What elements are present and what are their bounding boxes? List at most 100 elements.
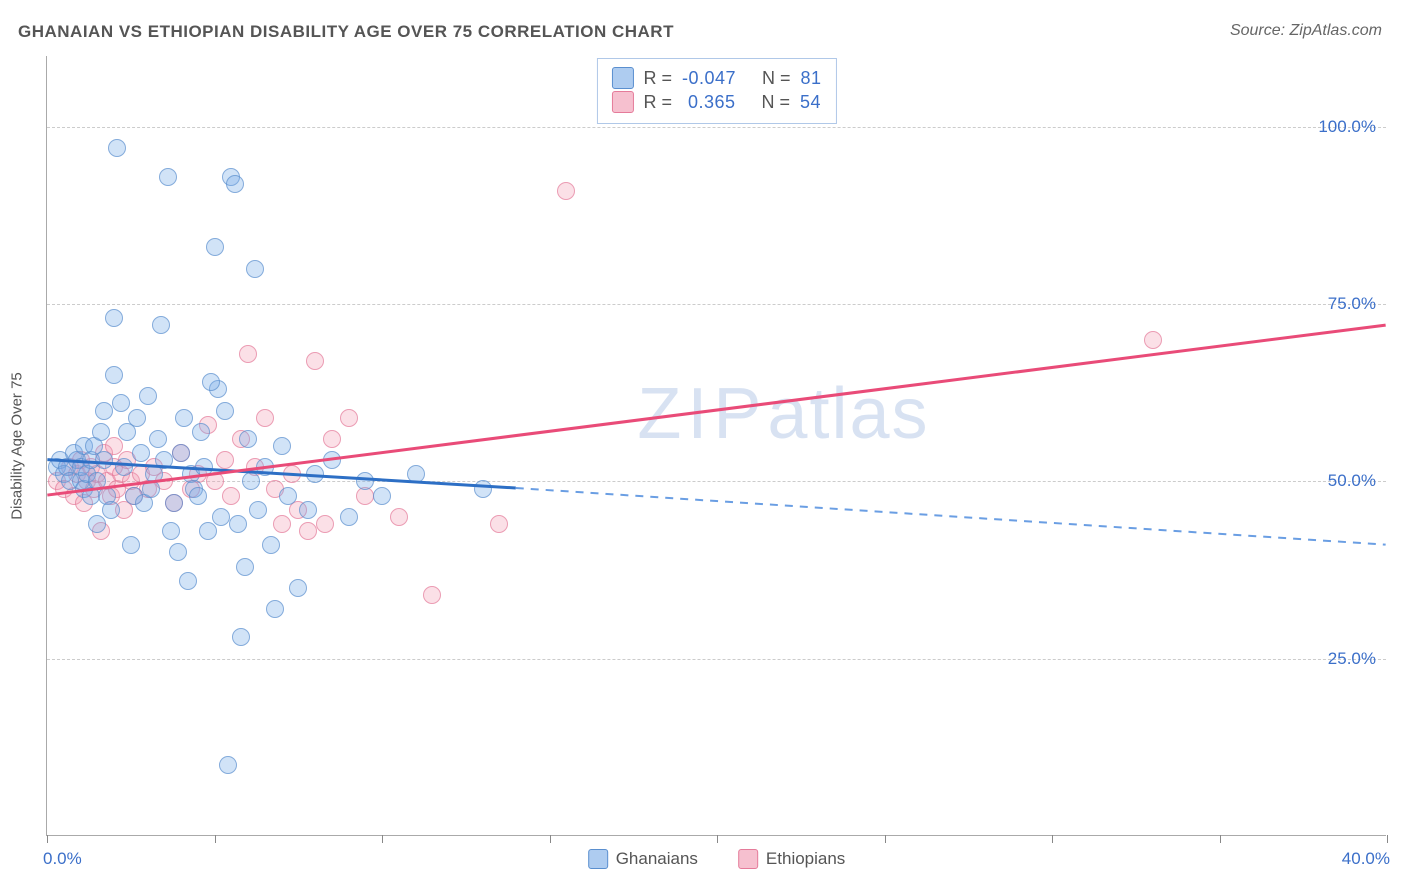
x-tick (550, 835, 551, 843)
scatter-point-blue (155, 451, 173, 469)
scatter-point-blue (95, 402, 113, 420)
scatter-point-blue (139, 387, 157, 405)
legend-r-label-2: R = (643, 92, 672, 113)
x-tick (47, 835, 48, 843)
scatter-point-blue (242, 472, 260, 490)
scatter-point-blue (202, 373, 220, 391)
bottom-label-blue: Ghanaians (616, 849, 698, 869)
y-tick-label: 50.0% (1328, 471, 1376, 491)
scatter-point-blue (195, 458, 213, 476)
x-max-label: 40.0% (1342, 849, 1390, 869)
scatter-point-pink (283, 465, 301, 483)
legend-r-label: R = (643, 68, 672, 89)
trendline (516, 488, 1386, 545)
x-tick (1220, 835, 1221, 843)
scatter-point-blue (92, 423, 110, 441)
scatter-point-blue (132, 444, 150, 462)
scatter-point-blue (262, 536, 280, 554)
scatter-point-pink (256, 409, 274, 427)
scatter-point-blue (249, 501, 267, 519)
scatter-point-blue (219, 756, 237, 774)
scatter-point-blue (162, 522, 180, 540)
scatter-point-pink (557, 182, 575, 200)
scatter-point-blue (105, 309, 123, 327)
scatter-point-pink (490, 515, 508, 533)
scatter-point-pink (423, 586, 441, 604)
legend-box: R = -0.047 N = 81 R = 0.365 N = 54 (596, 58, 836, 124)
x-tick (1387, 835, 1388, 843)
scatter-point-blue (246, 260, 264, 278)
scatter-point-blue (88, 515, 106, 533)
legend-blue-r: -0.047 (682, 68, 736, 89)
watermark-atlas: atlas (767, 374, 929, 454)
gridline (47, 127, 1386, 128)
legend-n-label-2: N = (762, 92, 791, 113)
watermark-zip: ZIP (637, 374, 767, 454)
scatter-point-pink (340, 409, 358, 427)
scatter-point-blue (256, 458, 274, 476)
scatter-point-blue (192, 423, 210, 441)
scatter-point-pink (239, 345, 257, 363)
x-tick (382, 835, 383, 843)
scatter-point-pink (222, 487, 240, 505)
chart-title: GHANAIAN VS ETHIOPIAN DISABILITY AGE OVE… (18, 22, 674, 42)
source-label: Source: ZipAtlas.com (1230, 22, 1382, 40)
scatter-point-pink (323, 430, 341, 448)
legend-blue-n: 81 (801, 68, 822, 89)
scatter-point-pink (216, 451, 234, 469)
watermark: ZIPatlas (637, 373, 929, 455)
scatter-point-blue (199, 522, 217, 540)
scatter-point-pink (273, 515, 291, 533)
scatter-point-blue (102, 501, 120, 519)
scatter-point-blue (179, 572, 197, 590)
scatter-point-pink (390, 508, 408, 526)
scatter-point-pink (299, 522, 317, 540)
scatter-point-blue (279, 487, 297, 505)
scatter-point-blue (323, 451, 341, 469)
scatter-point-blue (128, 409, 146, 427)
legend-swatch-pink (611, 91, 633, 113)
scatter-point-blue (236, 558, 254, 576)
scatter-point-pink (1144, 331, 1162, 349)
scatter-point-blue (165, 494, 183, 512)
scatter-point-blue (149, 430, 167, 448)
scatter-point-blue (212, 508, 230, 526)
scatter-point-blue (273, 437, 291, 455)
scatter-point-pink (316, 515, 334, 533)
gridline (47, 304, 1386, 305)
scatter-point-blue (289, 579, 307, 597)
legend-pink-n: 54 (800, 92, 821, 113)
scatter-point-blue (226, 175, 244, 193)
scatter-point-blue (216, 402, 234, 420)
legend-n-label: N = (762, 68, 791, 89)
scatter-point-blue (229, 515, 247, 533)
scatter-point-blue (159, 168, 177, 186)
legend-swatch-blue (611, 67, 633, 89)
y-tick-label: 25.0% (1328, 649, 1376, 669)
legend-pink-r: 0.365 (682, 92, 736, 113)
bottom-legend: Ghanaians Ethiopians (588, 849, 846, 869)
y-tick-label: 100.0% (1318, 117, 1376, 137)
scatter-point-blue (175, 409, 193, 427)
scatter-point-blue (407, 465, 425, 483)
scatter-point-blue (95, 451, 113, 469)
scatter-point-blue (306, 465, 324, 483)
scatter-point-blue (172, 444, 190, 462)
scatter-point-blue (340, 508, 358, 526)
bottom-swatch-pink (738, 849, 758, 869)
scatter-point-blue (112, 394, 130, 412)
bottom-swatch-blue (588, 849, 608, 869)
scatter-point-blue (108, 139, 126, 157)
scatter-point-blue (152, 316, 170, 334)
scatter-point-blue (105, 366, 123, 384)
scatter-point-pink (306, 352, 324, 370)
scatter-point-blue (115, 458, 133, 476)
scatter-point-blue (474, 480, 492, 498)
scatter-point-blue (266, 600, 284, 618)
scatter-point-blue (122, 536, 140, 554)
scatter-point-blue (189, 487, 207, 505)
bottom-label-pink: Ethiopians (766, 849, 845, 869)
x-min-label: 0.0% (43, 849, 82, 869)
scatter-point-blue (232, 628, 250, 646)
x-tick (885, 835, 886, 843)
